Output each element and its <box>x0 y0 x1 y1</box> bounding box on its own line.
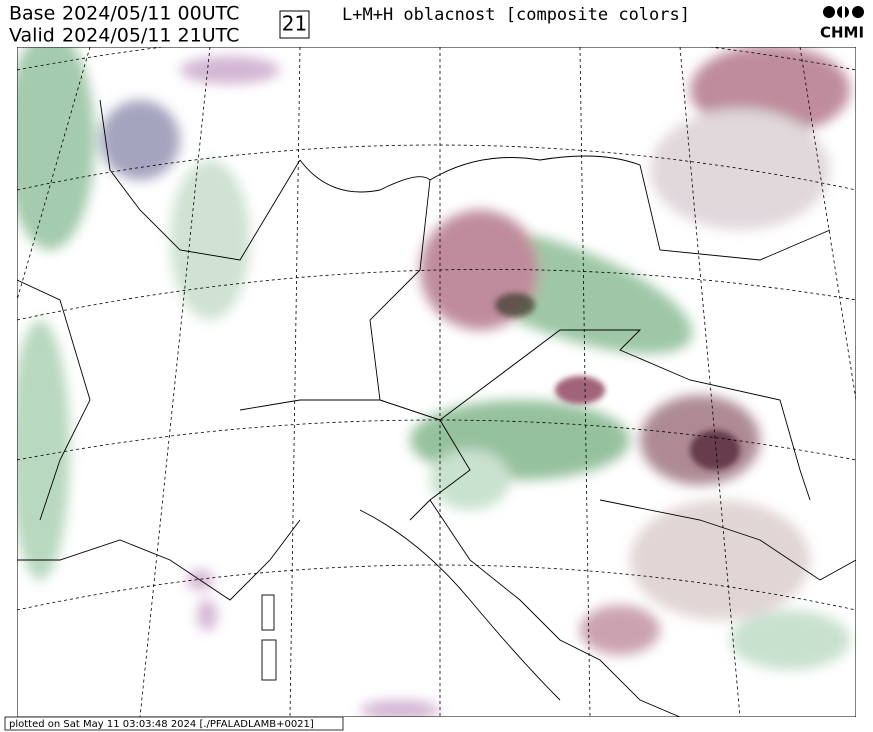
footer-text: plotted on Sat May 11 03:03:48 2024 [./P… <box>9 719 314 730</box>
base-label: Base <box>9 3 55 25</box>
logo: CHMI <box>820 5 864 42</box>
footer-box <box>4 716 344 731</box>
map <box>17 47 856 717</box>
forecast-hour: 21 <box>282 12 307 36</box>
hour-box <box>279 10 310 39</box>
map-title: L+M+H oblacnost [composite colors] <box>342 5 690 25</box>
logo-text: CHMI <box>820 24 864 42</box>
borders <box>17 99 856 717</box>
valid-time: 2024/05/11 21UTC <box>62 25 239 47</box>
base-time: 2024/05/11 00UTC <box>62 3 239 25</box>
graticule <box>17 47 856 717</box>
valid-label: Valid <box>9 25 55 47</box>
